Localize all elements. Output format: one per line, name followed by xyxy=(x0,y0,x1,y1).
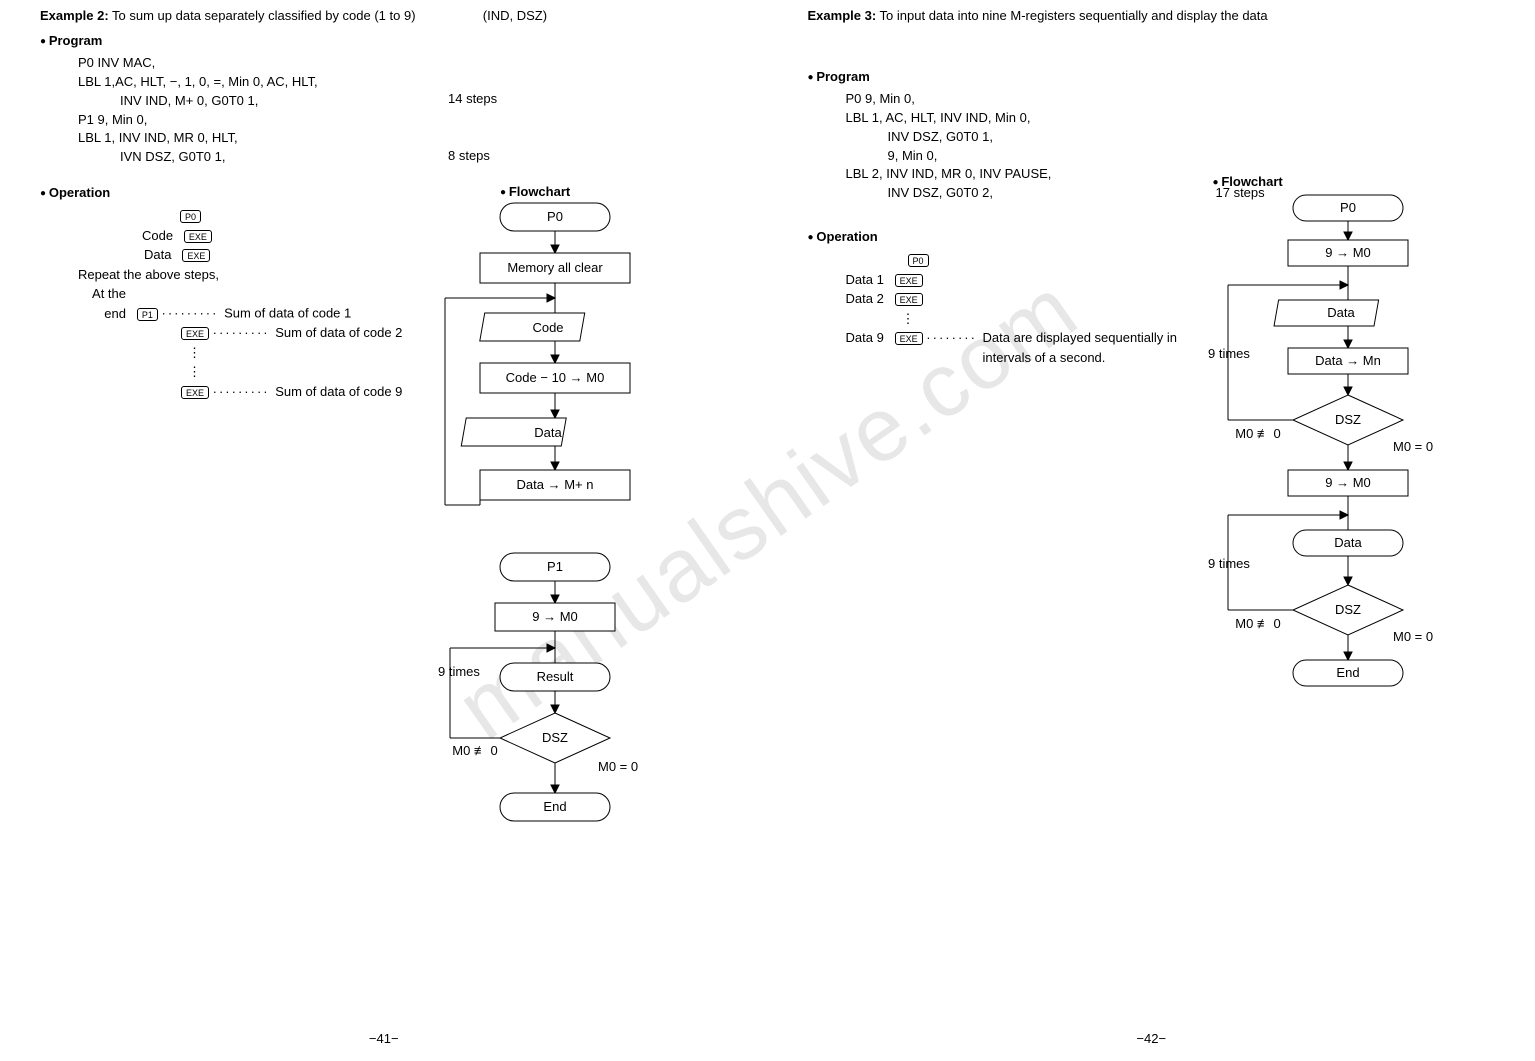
op-data-label: Data xyxy=(144,247,171,262)
fcr-dsz1: DSZ xyxy=(1335,412,1361,427)
fcr-dataMn: Data → Mn xyxy=(1315,353,1381,368)
flowchart-heading-right: Flowchart xyxy=(1213,174,1283,189)
example3-text: To input data into nine M-registers sequ… xyxy=(880,8,1268,23)
key-exe: EXE xyxy=(184,230,212,243)
example2-label: Example 2: xyxy=(40,8,109,23)
fcr-m0ne2: M0 ≢ 0 xyxy=(1235,616,1281,631)
op-sum1: Sum of data of code 1 xyxy=(224,306,351,321)
fcr-m0eq1: M0 = 0 xyxy=(1393,439,1433,454)
fcr-p0: P0 xyxy=(1340,200,1356,215)
prog-line: P0 INV MAC, xyxy=(78,54,743,73)
flowchart-right: P0 9 → M0 Data Data → Mn DSZ M0 ≢ 0 M0 =… xyxy=(1178,190,1458,733)
program-block-right: P0 9, Min 0, LBL 1, AC, HLT, INV IND, Mi… xyxy=(846,90,1511,203)
prog-line: IVN DSZ, G0T0 1, xyxy=(120,148,743,167)
fc-end: End xyxy=(543,799,566,814)
key-exe: EXE xyxy=(895,274,923,287)
fc-code: Code xyxy=(532,320,563,335)
fcr-dsz2: DSZ xyxy=(1335,602,1361,617)
op-d9: Data 9 xyxy=(846,330,884,345)
fcr-data2: Data xyxy=(1334,535,1362,550)
fc-9times: 9 times xyxy=(438,664,480,679)
fcr-9M0a: 9 → M0 xyxy=(1325,245,1371,260)
op-dots: ········· xyxy=(213,384,276,399)
op-dots: ········· xyxy=(213,325,276,340)
fc-dsz: DSZ xyxy=(542,730,568,745)
fc-9M0: 9 → M0 xyxy=(532,609,578,624)
fcr-data: Data xyxy=(1327,305,1355,320)
fcr-9times2: 9 times xyxy=(1208,556,1250,571)
steps-14: 14 steps xyxy=(448,90,497,109)
fc-m0eq: M0 = 0 xyxy=(598,759,638,774)
flowchart-heading-left: Flowchart xyxy=(500,184,570,199)
program-heading-left: Program xyxy=(40,33,743,48)
fc-memclear: Memory all clear xyxy=(507,260,603,275)
example3-label: Example 3: xyxy=(808,8,877,23)
fc-p0: P0 xyxy=(547,209,563,224)
op-dots: ········· xyxy=(161,306,224,321)
prog-line: P1 9, Min 0, xyxy=(78,111,743,130)
steps-8: 8 steps xyxy=(448,147,490,166)
key-exe: EXE xyxy=(895,293,923,306)
prog-line: 9, Min 0, xyxy=(888,147,1511,166)
fc-m0ne: M0 ≢ 0 xyxy=(452,743,498,758)
prog-line: LBL 1, AC, HLT, INV IND, Min 0, xyxy=(846,109,1511,128)
fcr-m0eq2: M0 = 0 xyxy=(1393,629,1433,644)
prog-line: INV IND, M+ 0, G0T0 1, xyxy=(120,92,743,111)
op-d2: Data 2 xyxy=(846,291,884,306)
op-atend: At the end xyxy=(78,284,126,323)
op-code-label: Code xyxy=(142,228,173,243)
fcr-9M0b: 9 → M0 xyxy=(1325,475,1371,490)
key-p0: P0 xyxy=(180,210,201,223)
prog-line: P0 9, Min 0, xyxy=(846,90,1511,109)
flowchart-svg-left: P0 Memory all clear Code Code − 10 → M0 … xyxy=(420,198,680,918)
prog-line: LBL 2, INV IND, MR 0, INV PAUSE, xyxy=(846,165,1511,184)
fcr-end: End xyxy=(1336,665,1359,680)
fc-codeM0: Code − 10 → M0 xyxy=(506,370,605,385)
page-42: Example 3: To input data into nine M-reg… xyxy=(768,0,1535,1061)
op-dots: ········ xyxy=(926,330,982,345)
program-heading-right: Program xyxy=(808,69,1511,84)
key-exe: EXE xyxy=(181,327,209,340)
example3-title: Example 3: To input data into nine M-reg… xyxy=(808,8,1511,23)
fc-result: Result xyxy=(537,669,574,684)
key-exe: EXE xyxy=(182,249,210,262)
prog-line: LBL 1, INV IND, MR 0, HLT, xyxy=(78,129,743,148)
key-p1: P1 xyxy=(137,308,158,321)
fc-data: Data xyxy=(534,425,562,440)
op-d1: Data 1 xyxy=(846,272,884,287)
op-sum2: Sum of data of code 2 xyxy=(275,325,402,340)
page-41: Example 2: To sum up data separately cla… xyxy=(0,0,768,1061)
prog-line: LBL 1,AC, HLT, −, 1, 0, =, Min 0, AC, HL… xyxy=(78,73,743,92)
prog-line: INV DSZ, G0T0 1, xyxy=(888,128,1511,147)
example2-suffix: (IND, DSZ) xyxy=(483,8,547,23)
op-sum9: Sum of data of code 9 xyxy=(275,384,402,399)
fcr-m0ne1: M0 ≢ 0 xyxy=(1235,426,1281,441)
flowchart-svg-right: P0 9 → M0 Data Data → Mn DSZ M0 ≢ 0 M0 =… xyxy=(1178,190,1458,730)
key-exe: EXE xyxy=(181,386,209,399)
example2-text: To sum up data separately classified by … xyxy=(112,8,416,23)
page-number-41: −41− xyxy=(0,1031,768,1046)
program-block-left: P0 INV MAC, LBL 1,AC, HLT, −, 1, 0, =, M… xyxy=(78,54,743,167)
example2-title: Example 2: To sum up data separately cla… xyxy=(40,8,743,23)
fc-dataMn: Data → M+ n xyxy=(517,477,594,492)
flowchart-left: P0 Memory all clear Code Code − 10 → M0 … xyxy=(420,198,680,921)
key-p0: P0 xyxy=(908,254,929,267)
key-exe: EXE xyxy=(895,332,923,345)
page-number-42: −42− xyxy=(768,1031,1535,1046)
fc-p1: P1 xyxy=(547,559,563,574)
fcr-9times1: 9 times xyxy=(1208,346,1250,361)
